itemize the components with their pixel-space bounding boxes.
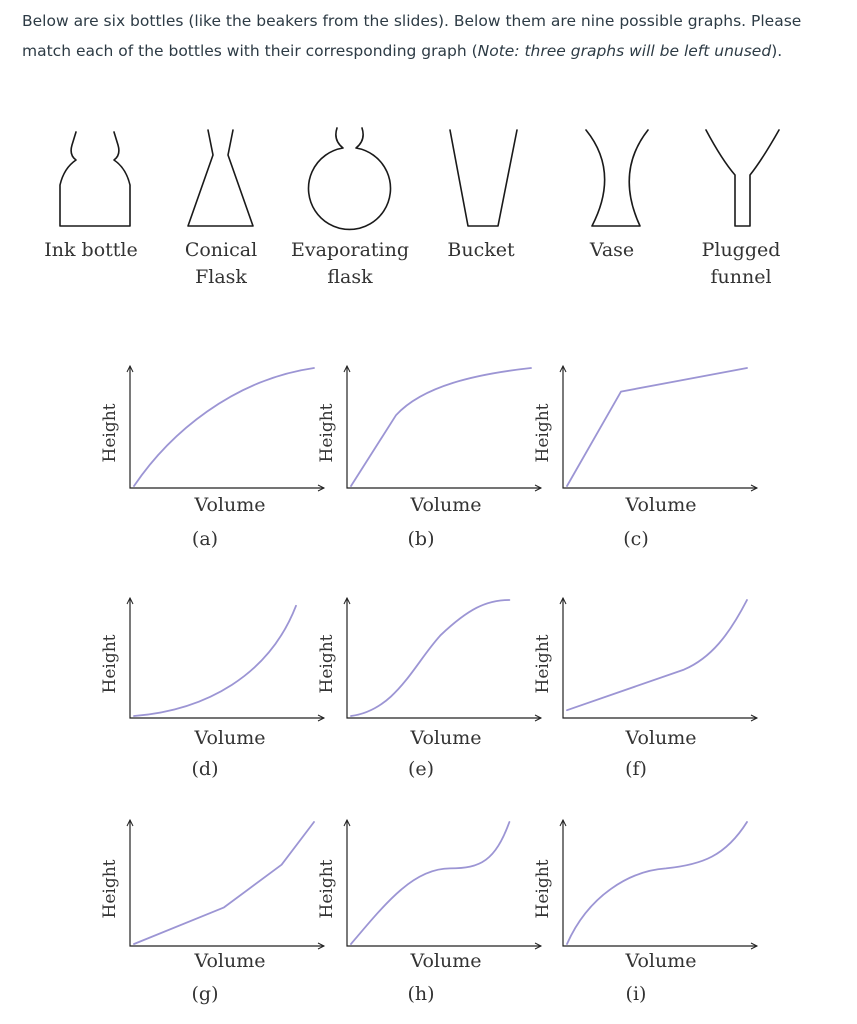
x-arrow-icon [317, 714, 326, 722]
bucket-drawing [449, 129, 518, 227]
x-axis-label: Volume [194, 727, 266, 749]
graph-axes [129, 598, 324, 719]
graph-letter: (i) [626, 983, 647, 1005]
x-arrow-icon [750, 484, 759, 492]
x-axis-label: Volume [410, 950, 482, 972]
graph-panel-a: Height Volume (a) [100, 364, 326, 550]
graph-axes [346, 820, 541, 947]
y-arrow-icon [559, 364, 567, 373]
graph-letter: (a) [192, 528, 218, 550]
bottle-label-plugged: Plugged funnel [702, 239, 781, 288]
graph-panel-g: Height Volume (g) [100, 818, 326, 1005]
y-axis-label: Height [317, 859, 337, 918]
y-axis-label: Height [317, 403, 337, 462]
instructions-end: ). [771, 42, 783, 60]
graph-letter: (h) [407, 983, 434, 1005]
y-arrow-icon [343, 818, 351, 827]
y-arrow-icon [126, 596, 134, 605]
graph-panel-h: Height Volume (h) [317, 818, 543, 1005]
graph-axes [346, 598, 541, 719]
y-arrow-icon [559, 818, 567, 827]
x-axis-label: Volume [194, 950, 266, 972]
graph-axes [129, 366, 324, 489]
graph-panel-f: Height Volume (f) [533, 596, 759, 780]
graph-curve [350, 599, 511, 717]
graph-curve [566, 599, 748, 712]
graph-curve [133, 821, 315, 945]
bottle-label-conical: Conical Flask [185, 239, 257, 288]
instructions-note: Note: three graphs will be left unused [477, 42, 772, 60]
y-axis-label: Height [533, 634, 553, 693]
x-arrow-icon [534, 484, 543, 492]
y-arrow-icon [559, 596, 567, 605]
x-arrow-icon [534, 942, 543, 950]
bottle-label-vase: Vase [589, 239, 634, 261]
graph-letter: (d) [192, 758, 219, 780]
graph-letter: (f) [625, 758, 647, 780]
bottle-label-evaporating: Evaporating flask [291, 239, 409, 288]
graph-curve [566, 367, 748, 487]
graph-curve [133, 604, 297, 717]
x-arrow-icon [317, 484, 326, 492]
y-axis-label: Height [100, 634, 120, 693]
graph-axes [562, 820, 757, 947]
graph-axes [562, 598, 757, 719]
graph-curve [566, 821, 748, 945]
graph-panel-b: Height Volume (b) [317, 364, 543, 550]
conical-flask-drawing [187, 129, 254, 227]
graph-letter: (g) [192, 983, 219, 1005]
x-axis-label: Volume [625, 950, 697, 972]
graph-panel-i: Height Volume (i) [533, 818, 759, 1005]
y-arrow-icon [126, 818, 134, 827]
y-arrow-icon [343, 364, 351, 373]
ink-bottle-drawing [59, 131, 131, 227]
graph-letter: (e) [408, 758, 434, 780]
instructions: Below are six bottles (like the beakers … [22, 6, 842, 66]
graph-panel-d: Height Volume (d) [100, 596, 326, 780]
x-axis-label: Volume [625, 494, 697, 516]
graph-panel-c: Height Volume (c) [533, 364, 759, 550]
x-arrow-icon [317, 942, 326, 950]
y-axis-label: Height [533, 403, 553, 462]
graph-axes [346, 366, 541, 489]
graph-letter: (c) [623, 528, 648, 550]
y-arrow-icon [343, 596, 351, 605]
graph-curve [350, 821, 511, 945]
x-arrow-icon [534, 714, 543, 722]
graph-axes [562, 366, 757, 489]
bottle-label-bucket: Bucket [447, 239, 515, 261]
vase-drawing [585, 129, 649, 227]
evaporating-flask-drawing [307, 127, 392, 231]
instructions-text: Below are six bottles (like the beakers … [22, 12, 802, 60]
x-axis-label: Volume [625, 727, 697, 749]
y-axis-label: Height [317, 634, 337, 693]
graph-letter: (b) [408, 528, 435, 550]
x-arrow-icon [750, 714, 759, 722]
x-axis-label: Volume [194, 494, 266, 516]
bottle-label-ink: Ink bottle [44, 239, 138, 261]
y-axis-label: Height [100, 859, 120, 918]
graph-curve [133, 367, 315, 487]
y-axis-label: Height [533, 859, 553, 918]
x-arrow-icon [750, 942, 759, 950]
x-axis-label: Volume [410, 494, 482, 516]
graph-axes [129, 820, 324, 947]
graph-panel-e: Height Volume (e) [317, 596, 543, 780]
plugged-funnel-drawing [705, 129, 780, 227]
y-arrow-icon [126, 364, 134, 373]
x-axis-label: Volume [410, 727, 482, 749]
graph-curve [350, 367, 532, 487]
y-axis-label: Height [100, 403, 120, 462]
